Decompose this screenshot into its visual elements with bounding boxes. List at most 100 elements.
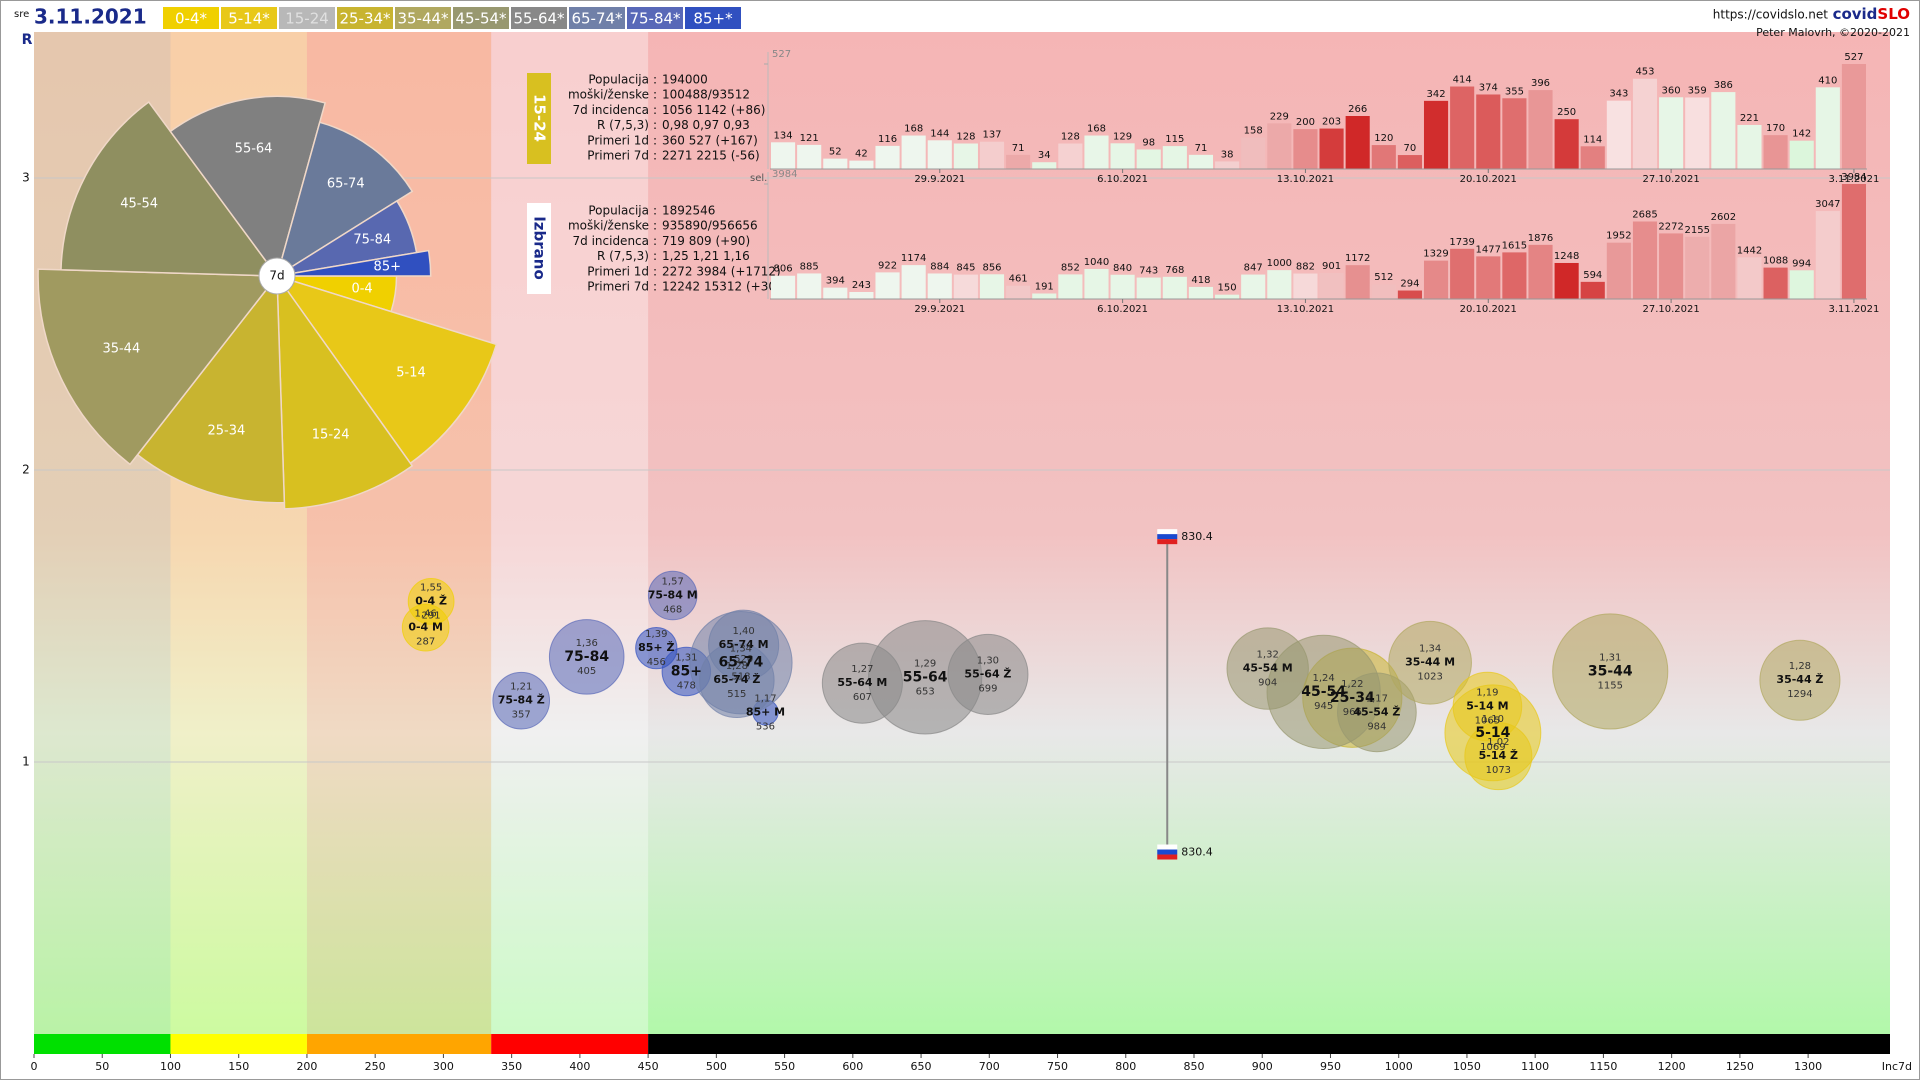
x-tick-label: 750	[1047, 1060, 1068, 1073]
bubble-r: 1,34	[730, 644, 752, 655]
bar-label: 374	[1479, 82, 1498, 93]
row-label: R (7,5,3)	[597, 118, 649, 132]
bar-label: 34	[1038, 150, 1051, 161]
bar	[1032, 293, 1057, 299]
bubble-name: 55-64 Ž	[964, 667, 1011, 680]
bubble-r: 1,28	[1789, 661, 1811, 672]
bar-label: 343	[1609, 89, 1628, 100]
bubble-inc: 945	[1314, 701, 1333, 712]
bubble-r: 1,30	[977, 655, 999, 666]
bar-label: 461	[1009, 274, 1028, 285]
bar-label: 128	[1061, 131, 1080, 142]
bar-label: 2155	[1684, 225, 1709, 236]
x-tick-label: 800	[1115, 1060, 1136, 1073]
bar	[797, 144, 822, 169]
bubble-name: 75-84	[564, 649, 609, 665]
bar	[1371, 145, 1396, 169]
bar	[979, 274, 1005, 299]
legend-label: 65-74*	[571, 10, 623, 28]
x-tick-label: 100	[160, 1060, 181, 1073]
bar	[1084, 135, 1109, 169]
brand-b: SLO	[1877, 5, 1910, 23]
bar	[901, 135, 926, 169]
x-tick-label: 50	[95, 1060, 109, 1073]
bubble	[1552, 613, 1669, 730]
bubble	[492, 671, 551, 730]
sector-label: 25-34	[208, 424, 246, 439]
bar	[1032, 162, 1057, 169]
bar	[1815, 87, 1840, 169]
y-tick-label: 3984	[772, 169, 797, 180]
x-tick-label: 1150	[1589, 1060, 1617, 1073]
bubble-name: 45-54 M	[1243, 662, 1293, 675]
bar	[1267, 270, 1292, 299]
bar-label: 1442	[1737, 245, 1762, 256]
bar	[1162, 276, 1187, 299]
bar-label: 856	[982, 262, 1001, 273]
header: sre 3.11.2021 https://covidslo.net covid…	[14, 5, 1910, 40]
bar-label: 453	[1635, 67, 1654, 78]
legend-swatch	[279, 7, 335, 29]
bar	[979, 141, 1005, 169]
slovenia-label: 830.4	[1181, 530, 1213, 543]
bar-label: 98	[1142, 137, 1155, 148]
row-value: 12242 15312 (+3070)	[662, 280, 796, 294]
sector-label: 0-4	[351, 281, 372, 296]
bar	[1188, 154, 1214, 169]
bar	[1554, 119, 1579, 169]
bar-label: 414	[1453, 75, 1472, 86]
bar	[1841, 64, 1866, 169]
bar	[1058, 274, 1083, 299]
bubble-inc: 287	[416, 637, 435, 648]
x-axis-label: Inc7d	[1882, 1060, 1912, 1073]
flag-white	[1157, 844, 1178, 850]
row-label: Primeri 1d	[587, 264, 649, 278]
zone-tint	[491, 32, 649, 1034]
bubble-r: 1,57	[662, 577, 684, 588]
bar	[1841, 184, 1866, 299]
bar	[875, 272, 900, 299]
bubble-name: 35-44 Ž	[1776, 673, 1823, 686]
bubble-name: 45-54 Ž	[1353, 705, 1400, 718]
author: Peter Malovrh, ©2020-2021	[1756, 26, 1910, 39]
bubble-name: 45-54	[1301, 684, 1346, 700]
bubble-inc: 1155	[1598, 680, 1623, 691]
y-tick-label: 3	[22, 171, 30, 185]
bar-label: 168	[1087, 124, 1106, 135]
bar-label: 882	[1296, 262, 1315, 273]
bar-label: 170	[1766, 123, 1785, 134]
sector-label: 5-14	[396, 366, 426, 381]
polar-sector	[276, 273, 414, 510]
bar-label: 250	[1557, 107, 1576, 118]
bar	[1606, 100, 1631, 169]
bar	[1476, 94, 1501, 169]
y-tick-label: 527	[772, 49, 791, 60]
panel-tag	[527, 203, 551, 294]
bar	[1267, 123, 1292, 169]
bar-label: 1174	[901, 253, 926, 264]
slovenia-flag	[1157, 844, 1178, 860]
bar-label: 360	[1662, 85, 1681, 96]
bar-label: 116	[878, 134, 897, 145]
bubble	[1336, 672, 1417, 753]
bubble-name: 5-14	[1475, 725, 1510, 741]
bar	[1215, 161, 1240, 169]
bubble-name: 25-34	[1330, 690, 1375, 706]
legend-swatch	[337, 7, 393, 29]
bar-label: 3984	[1841, 172, 1866, 183]
x-tick-label: 200	[296, 1060, 317, 1073]
bar	[1450, 248, 1475, 299]
brand-a: covid	[1833, 5, 1878, 23]
x-tick-label: 950	[1320, 1060, 1341, 1073]
center-label: 7d	[269, 269, 284, 283]
x-tick-label: 900	[1252, 1060, 1273, 1073]
bar	[1815, 211, 1840, 299]
bar	[1188, 286, 1214, 299]
bar	[901, 265, 926, 299]
bubble	[548, 619, 625, 695]
row-separator: :	[653, 133, 657, 147]
bubble-name: 65-74	[719, 655, 764, 671]
row-value: 935890/956656	[662, 219, 758, 233]
bar-label: 359	[1688, 85, 1707, 96]
